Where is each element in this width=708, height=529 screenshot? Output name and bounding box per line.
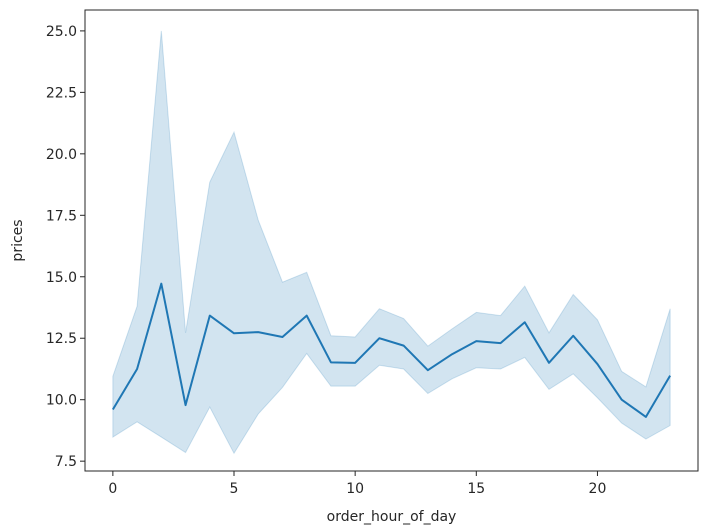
x-tick-label: 20 [589,481,607,497]
x-axis-ticks: 0 5 10 15 20 [108,471,606,497]
x-tick-label: 10 [346,481,364,497]
x-tick-label: 5 [230,481,239,497]
x-tick-label: 15 [467,481,485,497]
y-tick-label: 12.5 [46,331,77,347]
y-tick-label: 15.0 [46,270,77,286]
confidence-band [112,30,671,455]
y-tick-label: 10.0 [46,393,77,409]
plot-area [112,30,672,455]
y-axis-label: prices [10,219,26,261]
x-tick-label: 0 [108,481,117,497]
x-axis-label: order_hour_of_day [327,509,457,525]
axes-frame [84,9,699,472]
y-tick-label: 25.0 [46,24,77,40]
y-tick-label: 22.5 [46,85,77,101]
y-tick-label: 7.5 [55,454,77,470]
y-tick-label: 20.0 [46,147,77,163]
y-axis-ticks: 7.5 10.0 12.5 15.0 17.5 20.0 22.5 25.0 [46,24,85,470]
y-tick-label: 17.5 [46,208,77,224]
series-line [112,282,672,418]
